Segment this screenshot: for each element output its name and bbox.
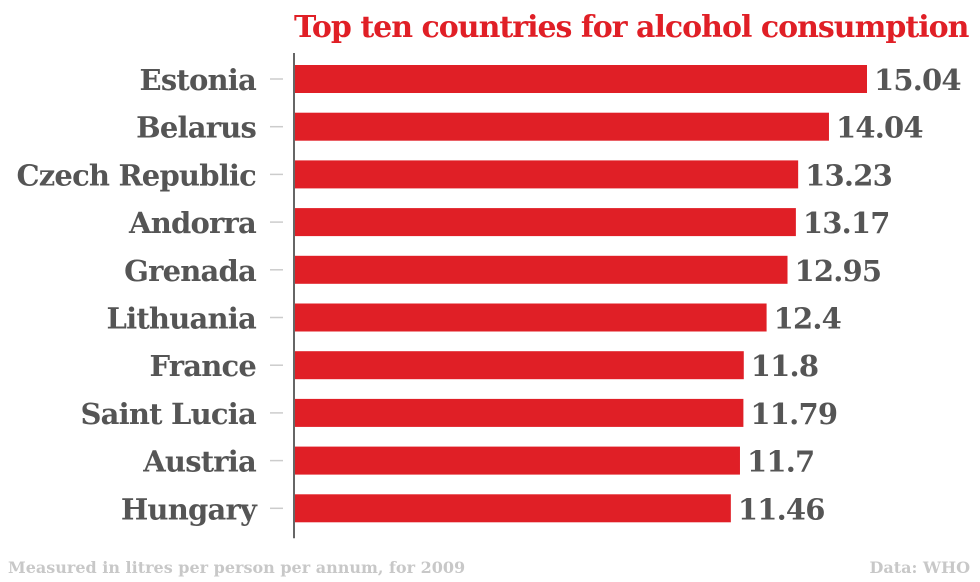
bar bbox=[295, 398, 744, 427]
data-label: 13.23 bbox=[805, 158, 892, 192]
category-label: Lithuania bbox=[107, 302, 257, 336]
chart-title: Top ten countries for alcohol consumptio… bbox=[294, 10, 969, 45]
category-label: Austria bbox=[142, 445, 257, 479]
data-label: 12.4 bbox=[774, 302, 841, 336]
footnote-source: Data: WHO bbox=[869, 558, 971, 577]
data-label: 11.79 bbox=[750, 397, 837, 431]
bar bbox=[295, 208, 796, 237]
bar bbox=[295, 446, 740, 475]
category-label: Andorra bbox=[128, 206, 257, 240]
data-label: 15.04 bbox=[874, 63, 961, 97]
data-label: 13.17 bbox=[803, 206, 890, 240]
data-label: 14.04 bbox=[836, 111, 923, 145]
data-label: 12.95 bbox=[795, 254, 882, 288]
bar bbox=[295, 494, 731, 523]
bar bbox=[295, 351, 744, 380]
category-label: Hungary bbox=[121, 492, 258, 526]
bar bbox=[295, 65, 867, 93]
bar bbox=[295, 160, 799, 189]
category-label: Saint Lucia bbox=[81, 397, 257, 431]
data-label: 11.8 bbox=[751, 349, 818, 383]
bar bbox=[295, 303, 767, 332]
category-label: France bbox=[149, 349, 256, 383]
bar bbox=[295, 255, 788, 284]
category-label: Czech Republic bbox=[16, 158, 256, 192]
category-label: Belarus bbox=[136, 111, 256, 145]
data-label: 11.7 bbox=[747, 445, 814, 479]
category-label: Estonia bbox=[140, 63, 257, 97]
footnote-measurement: Measured in litres per person per annum,… bbox=[8, 558, 466, 577]
category-label: Grenada bbox=[124, 254, 257, 288]
data-label: 11.46 bbox=[738, 492, 825, 526]
bar bbox=[295, 112, 829, 141]
